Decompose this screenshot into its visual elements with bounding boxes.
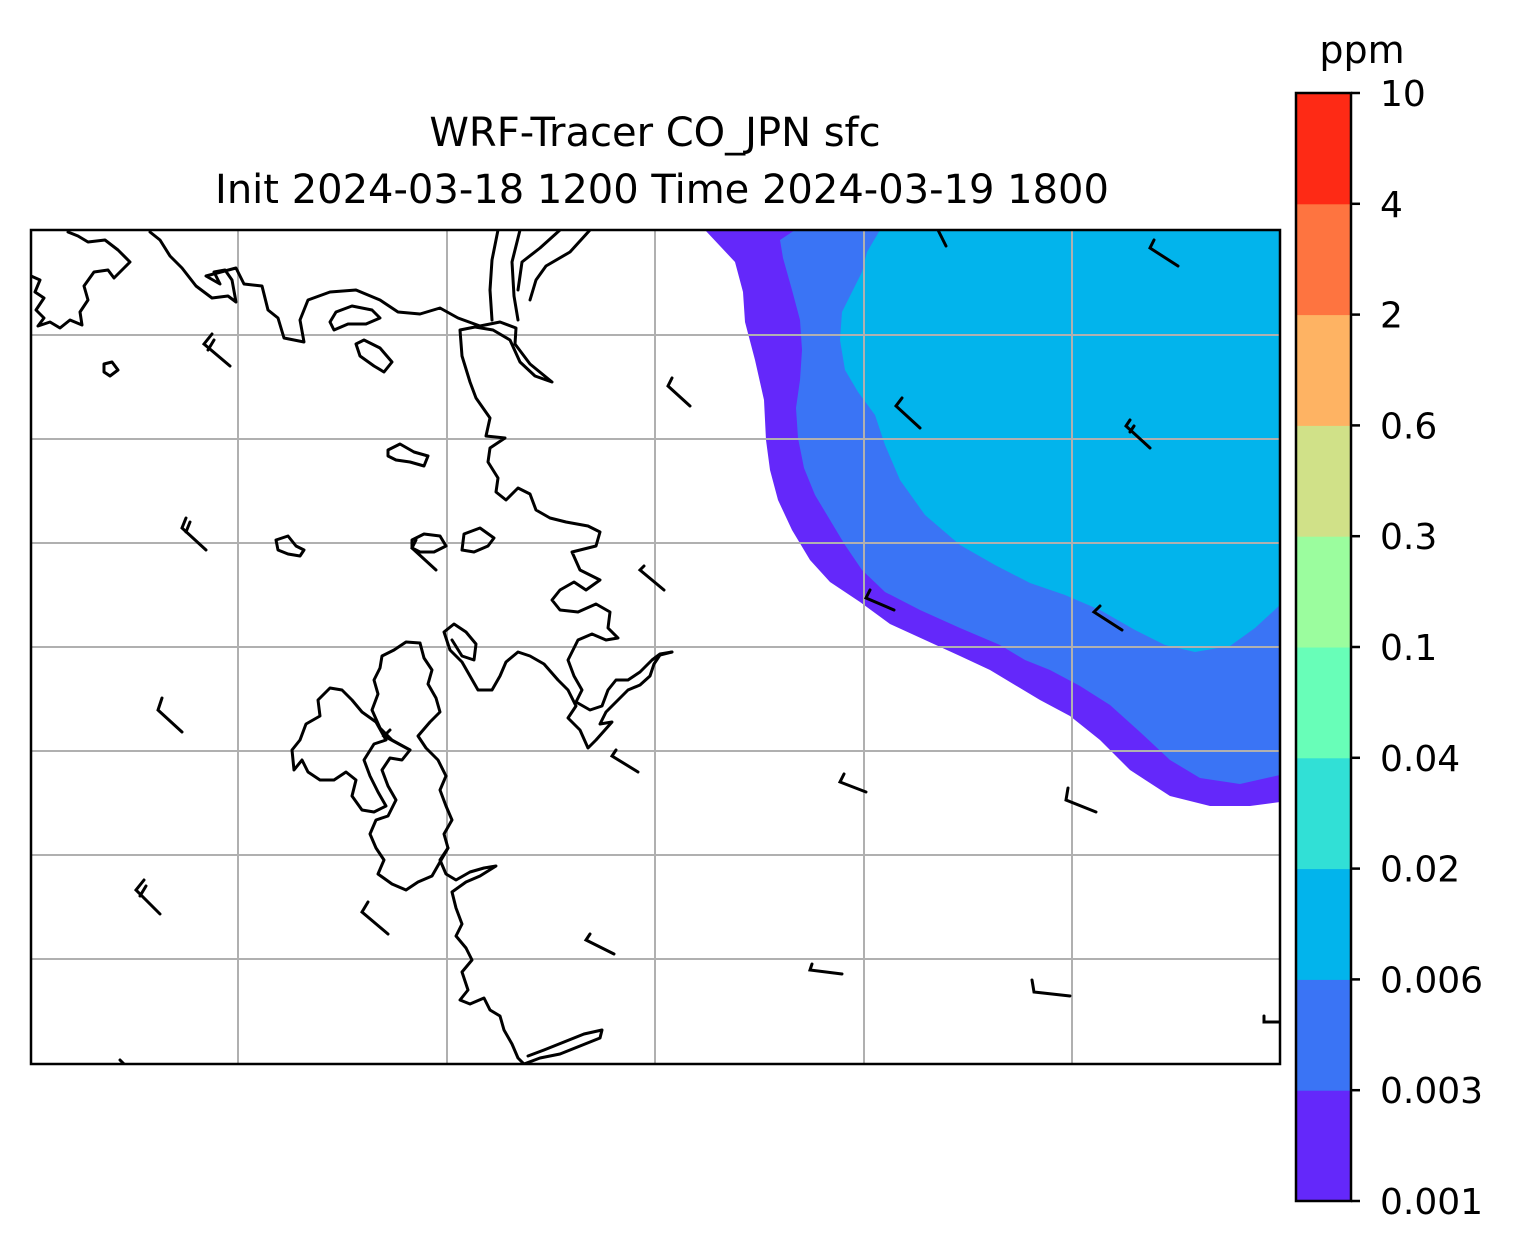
coastline-northwest xyxy=(31,230,132,330)
colorbar-unit-label: ppm xyxy=(1319,28,1404,72)
colorbar-segment xyxy=(1296,1090,1351,1202)
colorbar-tick-label: 10 xyxy=(1380,74,1426,115)
island-west-small xyxy=(102,360,120,378)
colorbar-segments xyxy=(1296,93,1351,1202)
colorbar-tick-label: 0.1 xyxy=(1380,628,1437,669)
wind-barb xyxy=(863,588,896,612)
wind-barb xyxy=(180,516,208,552)
wind-barb xyxy=(156,696,184,734)
wind-barb xyxy=(666,376,692,408)
colorbar-tick-label: 0.02 xyxy=(1380,850,1460,891)
wind-barb xyxy=(637,564,666,592)
island-mid-channel xyxy=(386,442,430,468)
island-north-lagoon xyxy=(328,304,382,332)
colorbar-tick-label: 0.003 xyxy=(1380,1071,1483,1112)
wind-barb xyxy=(936,230,948,248)
colorbar-segment xyxy=(1296,93,1351,205)
wind-barb xyxy=(807,962,844,976)
wind-barb xyxy=(1064,786,1098,814)
wind-barb xyxy=(1124,418,1152,450)
colorbar-tick-label: 2 xyxy=(1380,296,1403,337)
colorbar-tick-label: 4 xyxy=(1380,185,1403,226)
wind-barb xyxy=(893,396,922,430)
colorbar: ppm 0.001 0.003 0.006 0.02 0.04 0.1 0.3 0.6 2 4 10 xyxy=(1294,28,1483,1223)
map-frame xyxy=(29,228,1282,1066)
coastlines xyxy=(31,230,674,1064)
colorbar-tick-label: 0.001 xyxy=(1380,1182,1483,1223)
colorbar-segment xyxy=(1296,757,1351,870)
wind-barb xyxy=(381,728,412,752)
colorbar-tick-label: 0.006 xyxy=(1380,960,1483,1001)
wind-barb xyxy=(609,748,640,774)
colorbar-tick-label: 0.3 xyxy=(1380,517,1437,558)
wind-barb xyxy=(1262,1014,1280,1024)
colorbar-segment xyxy=(1296,979,1351,1091)
coastline-east-bay xyxy=(442,622,674,750)
gridlines xyxy=(31,230,1280,1064)
island-mid-west xyxy=(274,534,306,558)
coastline-peninsula-south xyxy=(438,846,526,1064)
colorbar-segment xyxy=(1296,425,1351,537)
wind-barb xyxy=(360,900,390,936)
colorbar-segment xyxy=(1296,314,1351,426)
island-central-2 xyxy=(460,526,496,554)
wind-barb xyxy=(201,332,232,368)
wind-barb xyxy=(1091,604,1124,632)
wind-barb xyxy=(410,538,438,572)
wind-barbs xyxy=(118,230,1280,1064)
coastline-inner-west xyxy=(290,686,388,814)
colorbar-segment xyxy=(1296,536,1351,648)
wind-barb xyxy=(1030,978,1072,998)
colorbar-tick-label: 0.04 xyxy=(1380,739,1460,780)
title-line-2: Init 2024-03-18 1200 Time 2024-03-19 180… xyxy=(215,167,1109,213)
title-line-1: WRF-Tracer CO_JPN sfc xyxy=(429,110,880,156)
island-north-inlet xyxy=(354,338,394,374)
coastline-north-central xyxy=(148,230,674,712)
colorbar-tick-label: 0.6 xyxy=(1380,406,1437,447)
colorbar-segment xyxy=(1296,647,1351,759)
wind-barb xyxy=(1148,238,1180,268)
channel-north-east xyxy=(488,230,592,322)
wind-barb xyxy=(133,878,162,916)
wind-barb xyxy=(837,772,868,794)
colorbar-ticks: 0.001 0.003 0.006 0.02 0.04 0.1 0.3 0.6 2 4 10 xyxy=(1351,74,1483,1223)
coastline-peninsula-west xyxy=(368,640,454,892)
wind-barb xyxy=(583,932,616,956)
coastline-south-tip xyxy=(522,1028,604,1064)
colorbar-segment xyxy=(1296,868,1351,980)
colorbar-segment xyxy=(1296,203,1351,316)
map-panel xyxy=(31,230,1280,1064)
